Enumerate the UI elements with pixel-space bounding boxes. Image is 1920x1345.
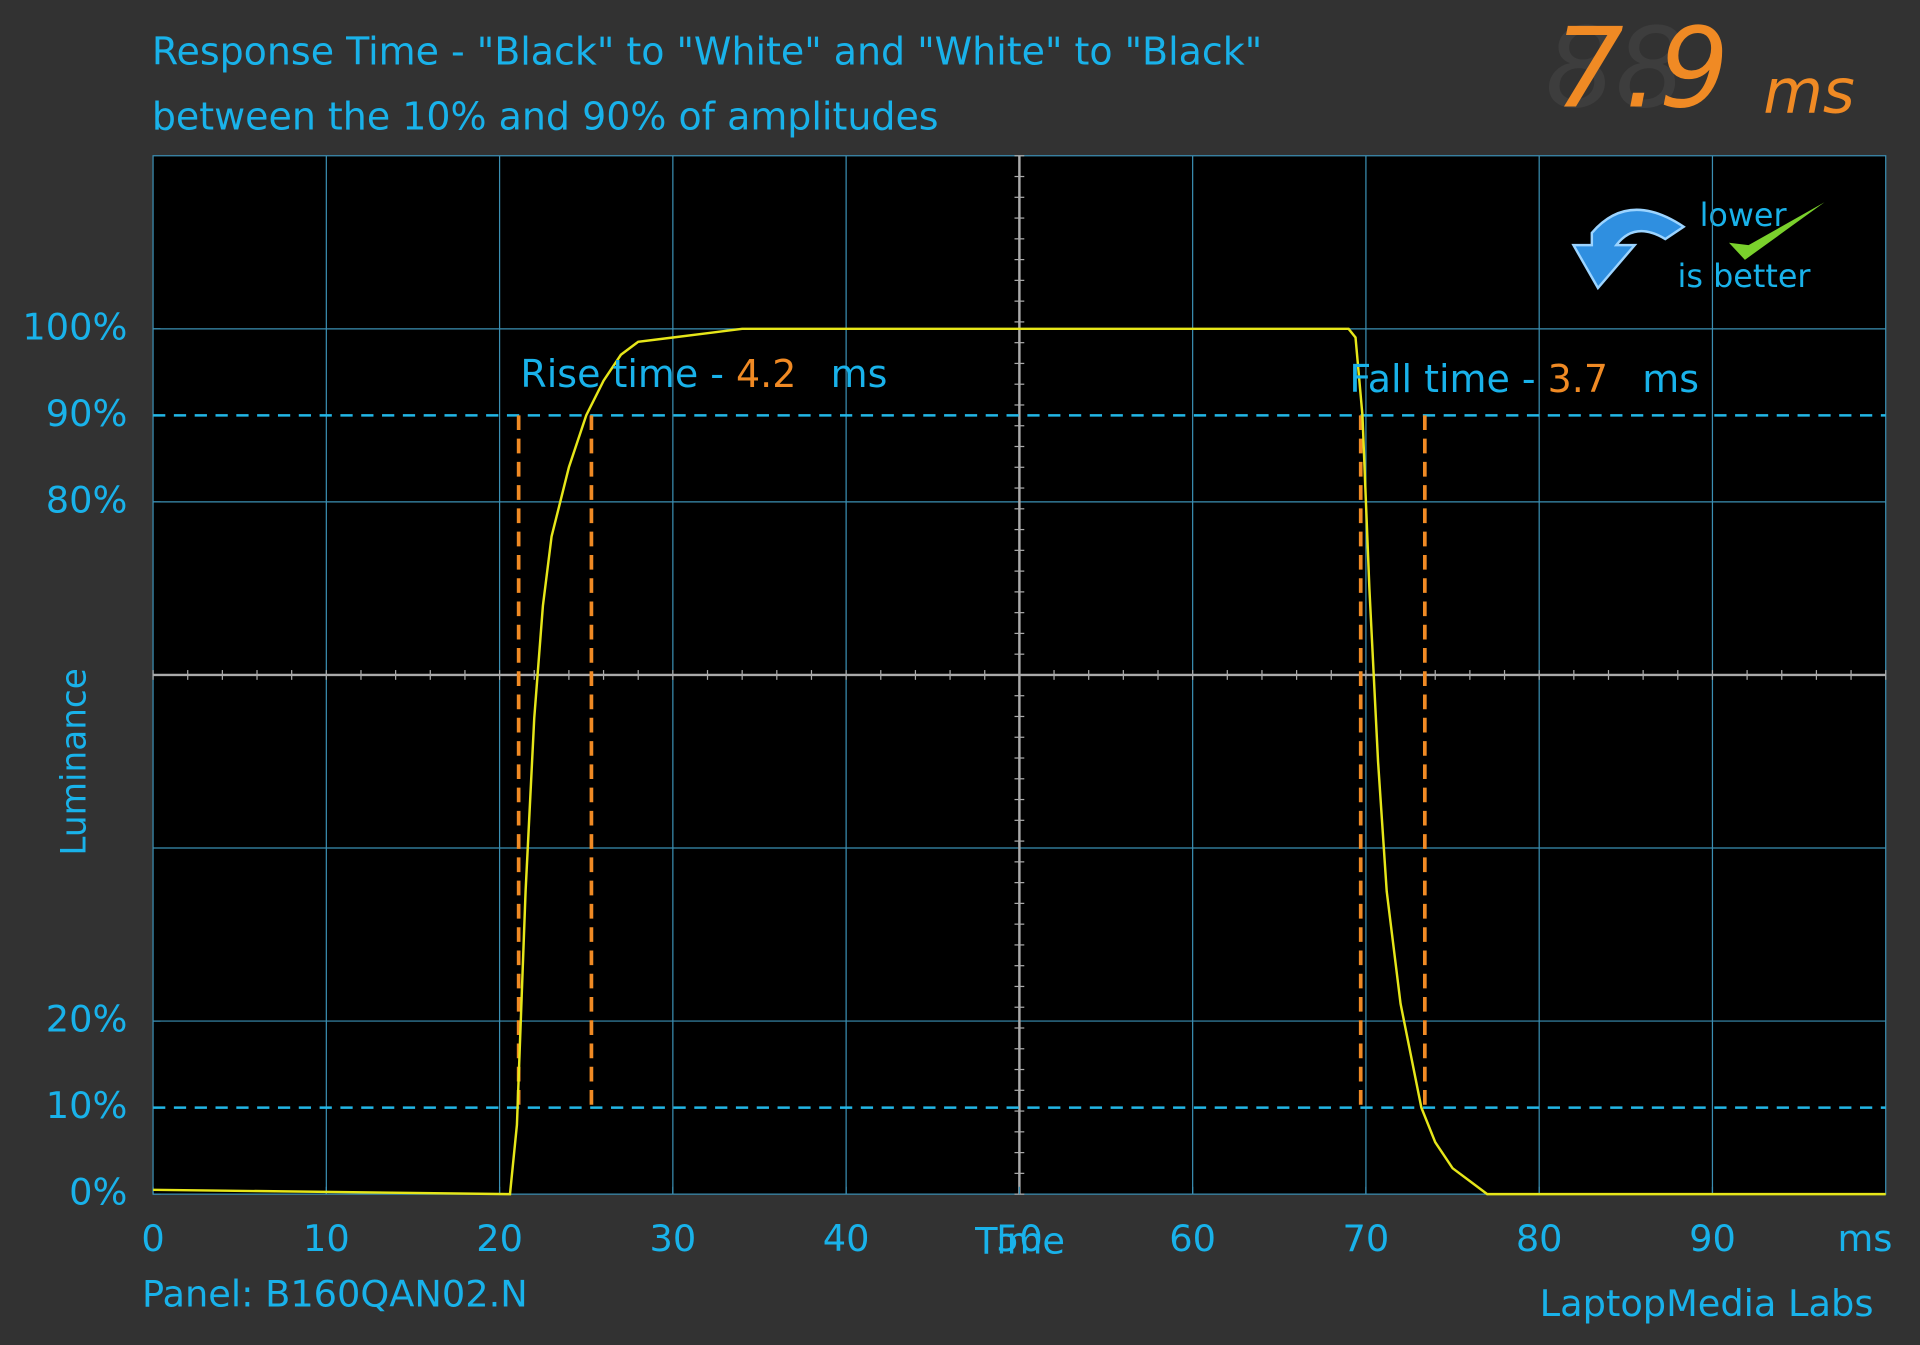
- annotation-unit: ms: [1642, 357, 1699, 401]
- y-axis-label: Luminance: [54, 668, 94, 855]
- x-unit: ms: [1837, 1217, 1892, 1260]
- x-tick-label: 60: [1169, 1217, 1216, 1260]
- y-tick-label: 0%: [69, 1171, 127, 1214]
- annotation-label: Fall time -: [1349, 357, 1547, 401]
- x-tick-label: 70: [1343, 1217, 1390, 1260]
- annotation-value: 4.2: [736, 352, 796, 396]
- headline-unit: ms: [1763, 56, 1855, 127]
- x-tick-label: 80: [1516, 1217, 1563, 1260]
- x-axis-label: Time: [974, 1220, 1065, 1263]
- x-tick-label: 0: [141, 1217, 164, 1260]
- x-tick-label: 30: [649, 1217, 696, 1260]
- annotation: Rise time - 4.2 ms: [520, 352, 887, 396]
- x-tick-label: 50: [996, 1217, 1043, 1260]
- footer-left: Panel: B160QAN02.N: [142, 1272, 528, 1315]
- badge-arrow: [1571, 208, 1686, 291]
- y-tick-label: 100%: [22, 305, 127, 348]
- annotation-value: 3.7: [1548, 357, 1608, 401]
- annotation-unit: ms: [831, 352, 888, 396]
- annotation: Fall time - 3.7 ms: [1349, 357, 1699, 401]
- y-tick-label: 20%: [46, 998, 128, 1041]
- badge-text: is better: [1678, 257, 1812, 295]
- x-tick-label: 40: [823, 1217, 870, 1260]
- badge-text: lower: [1700, 196, 1788, 234]
- y-tick-label: 10%: [46, 1084, 128, 1127]
- y-tick-label: 90%: [46, 392, 128, 435]
- digit-ghost: 88: [1545, 4, 1685, 132]
- x-tick-label: 20: [476, 1217, 523, 1260]
- y-tick-label: 80%: [46, 478, 128, 521]
- headline-value: 7.9: [1554, 4, 1729, 132]
- x-tick-label: 90: [1689, 1217, 1736, 1260]
- x-tick-label: 10: [303, 1217, 350, 1260]
- annotation-label: Rise time -: [520, 352, 736, 396]
- chart-subtitle: between the 10% and 90% of amplitudes: [152, 95, 939, 139]
- data-line: [153, 327, 1886, 1196]
- badge-check: [1728, 202, 1825, 260]
- chart-title: Response Time - "Black" to "White" and "…: [152, 30, 1262, 74]
- footer-right: LaptopMedia Labs: [1540, 1282, 1874, 1325]
